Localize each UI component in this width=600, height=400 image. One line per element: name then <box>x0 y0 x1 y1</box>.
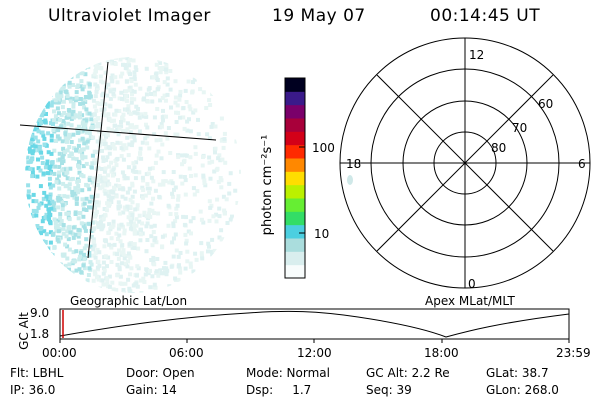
timeline-left-label: Geographic Lat/Lon <box>70 294 188 308</box>
info-glon: GLon: 268.0 <box>486 383 559 397</box>
colorbar-segment <box>285 211 305 226</box>
info-mode: Mode: Normal <box>246 366 330 380</box>
image-time: 00:14:45 UT <box>430 6 541 26</box>
info-glat: GLat: 38.7 <box>486 366 549 380</box>
latitude-line <box>19 124 217 141</box>
colorbar-segment <box>285 104 305 119</box>
timeline-xtick-0600: 06:00 <box>169 346 204 360</box>
colorbar-segment <box>285 264 305 279</box>
timeline-xtick-1800: 18:00 <box>424 346 459 360</box>
auroral-image-panel <box>19 57 241 293</box>
colorbar-segment <box>285 171 305 186</box>
info-dsp: Dsp: 1.7 <box>246 383 312 397</box>
info-gc-alt: GC Alt: 2.2 Re <box>366 366 450 380</box>
polar-label-mlt-6: 6 <box>578 157 586 171</box>
colorbar-segment <box>285 251 305 266</box>
meridian-line <box>87 61 109 259</box>
colorbar-tick-10: 10 <box>314 227 330 241</box>
image-date: 19 May 07 <box>272 6 366 26</box>
colorbar-unit-label: photon cm⁻²s⁻¹ <box>260 134 275 236</box>
colorbar-segment <box>285 144 305 159</box>
polar-label-70: 70 <box>512 121 528 135</box>
polar-label-mlt-12: 12 <box>469 48 485 62</box>
timeline-ytick-1-8: 1.8 <box>30 327 50 341</box>
colorbar-segment <box>285 118 305 132</box>
polar-label-mlt-18: 18 <box>346 157 362 171</box>
info-gain: Gain: 14 <box>126 383 177 397</box>
color-scale-bar <box>284 77 306 279</box>
altitude-curve <box>59 310 570 338</box>
timeline-yaxis-title: GC Alt <box>17 312 31 350</box>
colorbar-segment <box>285 131 305 146</box>
colorbar-segment <box>285 238 305 252</box>
info-seq: Seq: 39 <box>366 383 412 397</box>
info-ip: IP: 36.0 <box>10 383 56 397</box>
colorbar-segment <box>285 78 305 92</box>
colorbar-segment <box>285 198 305 212</box>
timeline-xtick-1200: 12:00 <box>297 346 332 360</box>
info-filter: Flt: LBHL <box>10 366 64 380</box>
timeline-xtick-0000: 00:00 <box>42 346 77 360</box>
polar-label-mlt-0: 0 <box>468 277 476 291</box>
colorbar-segment <box>285 184 305 199</box>
polar-mlat-mlt-dial <box>339 37 591 289</box>
polar-label-80: 80 <box>491 141 507 155</box>
altitude-timeline-plot <box>59 308 570 343</box>
colorbar-segment <box>285 224 305 239</box>
timeline-xtick-2359: 23:59 <box>556 346 591 360</box>
colorbar-segment <box>285 158 305 172</box>
colorbar-segment <box>285 91 305 106</box>
timeline-right-label: Apex MLat/MLT <box>425 294 515 308</box>
colorbar-tick-100: 100 <box>312 141 335 155</box>
imager-title: Ultraviolet Imager <box>48 6 211 26</box>
polar-label-60: 60 <box>538 97 554 111</box>
info-door: Door: Open <box>126 366 195 380</box>
timeline-ytick-9: 9.0 <box>30 306 50 320</box>
auroral-emission-speckle <box>25 57 241 293</box>
